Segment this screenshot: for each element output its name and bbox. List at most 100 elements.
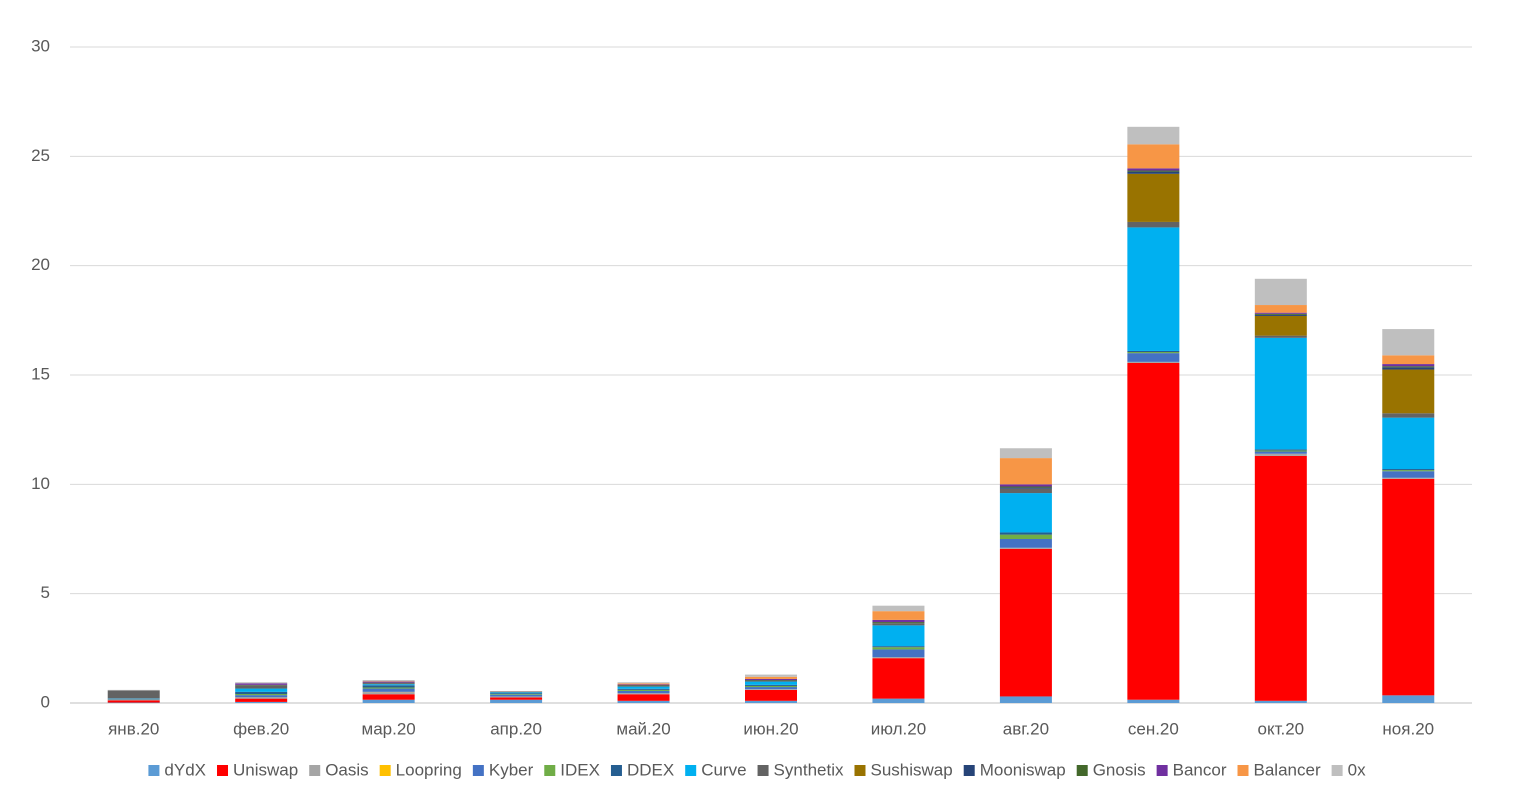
bar-segment [1254,451,1307,454]
bar-segment [999,539,1052,548]
legend-swatch [1237,765,1249,776]
bar-segment [362,681,415,683]
bar-segment [617,683,670,685]
bar-segment [1127,171,1180,174]
bar-segment [617,682,670,684]
y-tick-label: 5 [41,583,50,602]
x-tick-label: фев.20 [233,719,289,738]
bar-segment [1382,355,1435,365]
legend-swatch [1331,765,1343,776]
legend-swatch [1076,765,1088,776]
bar-segment [999,458,1052,485]
bar-segment [1382,470,1435,472]
bar-segment [1127,221,1180,228]
bar-segment [1254,278,1307,306]
bar-segment [872,698,925,703]
bar-segment [745,681,797,685]
bar-segment [235,688,288,692]
bar-segment [235,682,288,684]
x-tick-label: мар.20 [362,719,416,738]
bar-segment [362,694,415,700]
bar-segment [1254,337,1307,450]
bar-segment [362,685,415,688]
bar-segment [490,694,543,697]
bar-segment [235,695,288,698]
bar-segment [1127,168,1180,171]
bar-segment [490,694,543,695]
bar-segment [1127,227,1180,351]
bar-segment [1382,417,1435,470]
bar-segment [1382,477,1435,479]
bar-segment [745,687,797,690]
legend-label: Loopring [396,760,462,779]
bar-segment [617,700,670,703]
x-tick-label: ноя.20 [1382,719,1434,738]
bar-segment [745,674,797,677]
bar-segment [1254,450,1307,452]
bar-segment [999,696,1052,703]
bar-segment [490,699,543,703]
y-tick-label: 15 [31,364,50,383]
x-tick-label: май.20 [616,719,670,738]
bar-segment [107,689,160,691]
bar-segment [1127,350,1180,353]
bar-segment [1254,305,1307,313]
bar-segment [872,646,925,648]
bar-segment [1382,469,1435,471]
legend-swatch [544,765,556,776]
bar-segment [872,647,925,650]
bar-segment [745,689,797,690]
bar-segment [872,658,925,699]
bar-segment [999,486,1052,488]
bar-segment [872,605,925,612]
bar-segment [1127,144,1180,169]
legend-label: Curve [701,760,746,779]
bar-segment [235,691,288,695]
bar-segment [999,547,1052,549]
bar-segment [490,697,543,700]
legend-label: Gnosis [1093,760,1146,779]
bar-segment [1127,352,1180,354]
x-tick-label: сен.20 [1128,719,1179,738]
bar-segment [107,690,160,699]
bar-segment [1254,313,1307,315]
bar-segment [1254,449,1307,451]
bar-segment [999,484,1052,487]
bar-segment [617,694,670,701]
bar-segment [362,688,415,692]
bar-segment [235,685,288,689]
bar-segment [490,692,543,694]
bar-segment [617,684,670,686]
legend-swatch [472,765,484,776]
bar-segment [1382,471,1435,478]
bar-segment [999,548,1052,697]
bar-segment [1254,314,1307,316]
legend-label: dYdX [164,760,206,779]
legend-swatch [1156,765,1168,776]
bar-segment [872,649,925,658]
bar-segment [1382,364,1435,367]
y-tick-label: 20 [31,255,50,274]
legend-label: Kyber [489,760,534,779]
bar-segment [872,622,925,624]
legend-label: Synthetix [774,760,844,779]
bar-segment [1382,366,1435,368]
bar-segment [362,687,415,689]
bar-segment [999,488,1052,494]
legend-label: IDEX [560,760,600,779]
bar-segment [1382,369,1435,414]
bar-segment [1127,353,1180,362]
bar-segment [1127,173,1180,222]
bar-segment [235,697,288,699]
bar-segment [235,683,288,685]
bar-segment [745,700,797,703]
bar-segment [362,692,415,695]
x-tick-label: июн.20 [743,719,798,738]
x-tick-label: апр.20 [490,719,542,738]
y-tick-label: 10 [31,474,50,493]
bar-segment [745,689,797,701]
bar-segment [1254,312,1307,314]
legend-label: Bancor [1173,760,1227,779]
bar-segment [235,698,288,702]
bar-segment [745,680,797,682]
